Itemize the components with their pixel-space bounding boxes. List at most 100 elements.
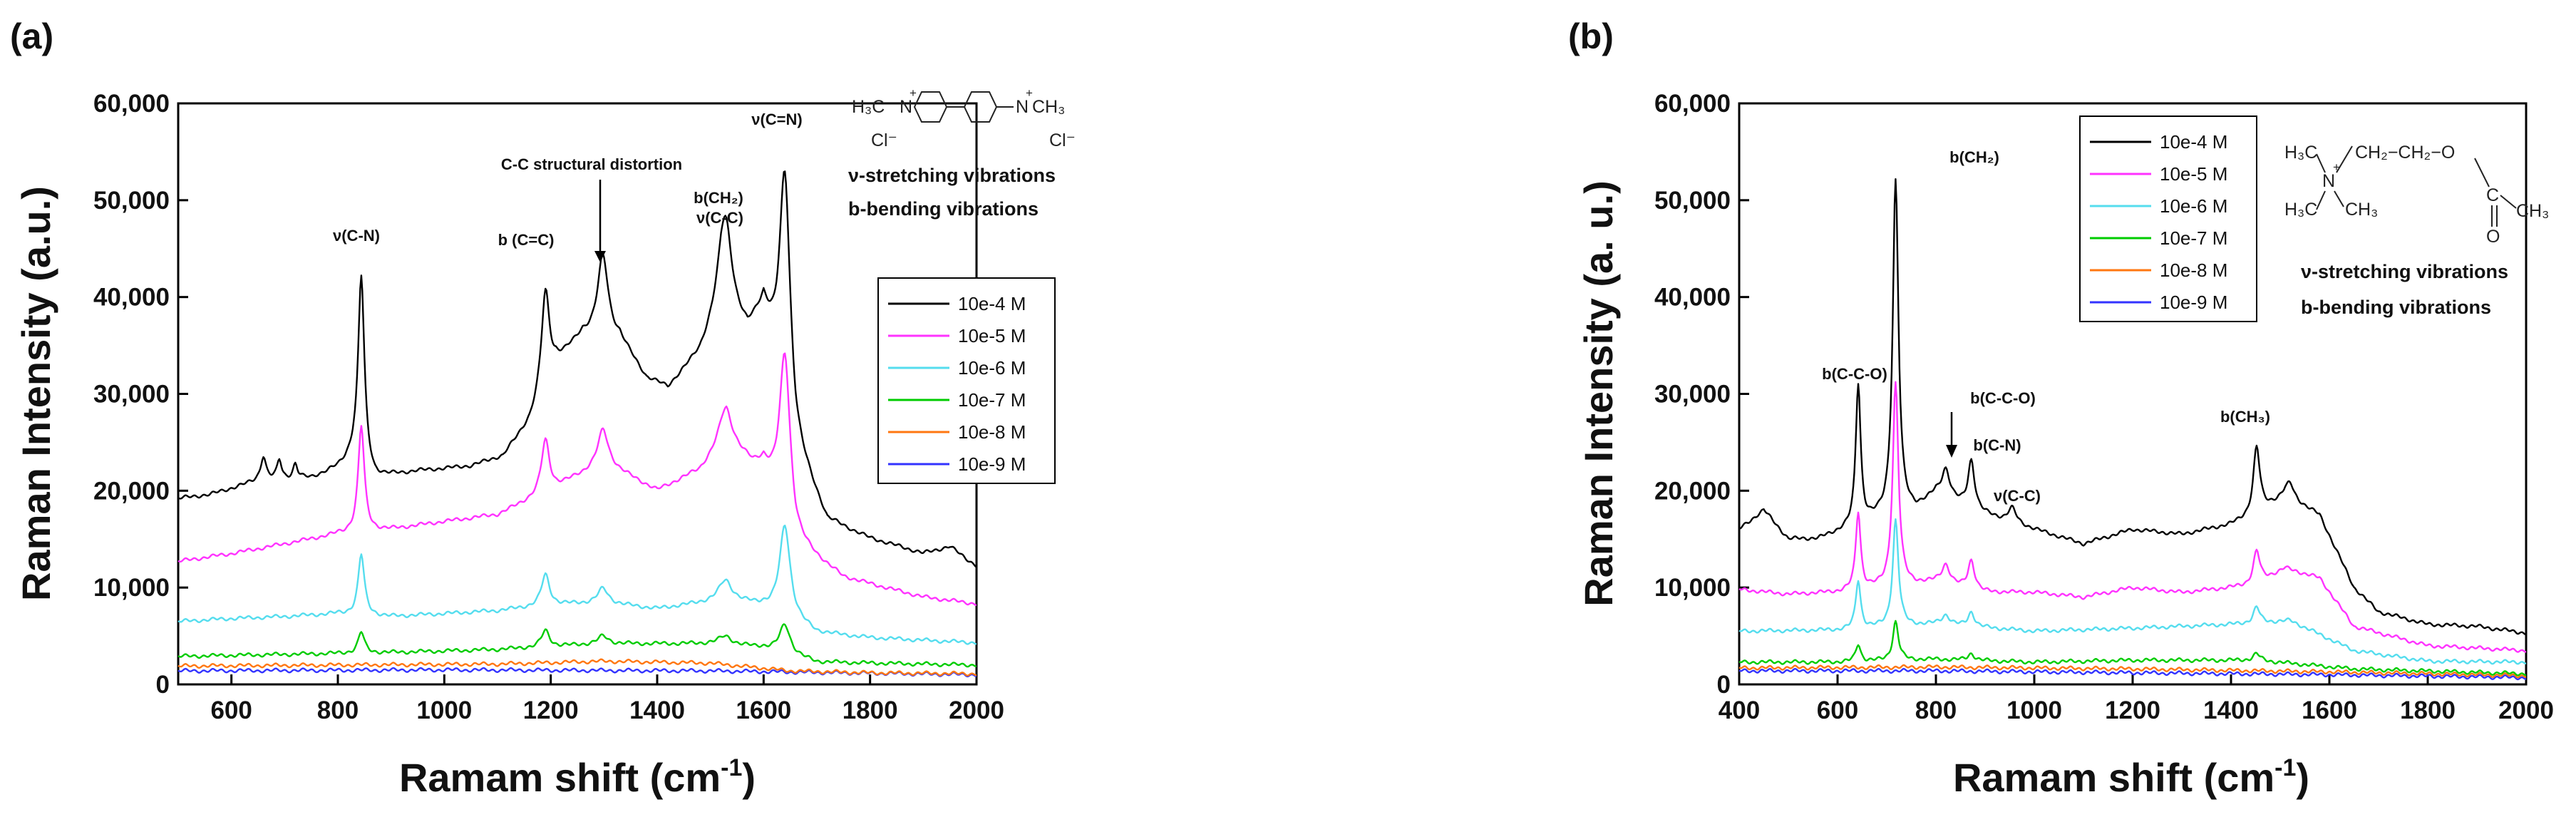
series-line: [177, 524, 977, 645]
annotation-b-arrow-head: [1946, 445, 1957, 458]
panel-b-molecule: H₃C H₃C CH₃ N + CH₂−CH₂−O C O CH₃: [2284, 143, 2549, 247]
panel-b: (b) 0 10,000 20,000 30,000 40,000 50,000 60,00…: [1568, 16, 2554, 800]
y-tick-label: 30,000: [93, 381, 170, 408]
panel-a-x-title-main: Ramam shift (cm: [399, 755, 721, 800]
series-line: [1738, 667, 2526, 681]
series-line: [177, 623, 977, 668]
panel-b-y-ticks: 0 10,000 20,000 30,000 40,000 50,000 60,000: [1654, 90, 1749, 699]
panel-a-y-ticks: 0 10,000 20,000 30,000 40,000 50,000 60,000: [93, 90, 188, 699]
mol-b-bond-4: [2336, 145, 2353, 173]
panel-b-legend-box: [2079, 115, 2257, 322]
legend-label: 10e-4 M: [958, 293, 1026, 314]
mol-b-methyl-top: H₃C: [2284, 143, 2317, 163]
x-tick-label: 1600: [2302, 697, 2357, 724]
mol-a-right-n: N: [1016, 97, 1029, 117]
y-tick-label: 0: [156, 671, 170, 699]
mol-a-right-charge: +: [1026, 86, 1033, 100]
y-tick-label: 50,000: [93, 187, 170, 215]
x-tick-label: 1400: [629, 697, 685, 724]
panel-b-x-title-main: Ramam shift (cm: [1953, 755, 2274, 800]
x-tick-label: 800: [1915, 697, 1957, 724]
mol-b-chain: CH₂−CH₂−O: [2355, 143, 2455, 163]
y-tick-label: 40,000: [93, 284, 170, 312]
annotation-a-vcn-double: ν(C=N): [751, 111, 803, 128]
legend-label: 10e-4 M: [2160, 131, 2227, 153]
panel-a-molecule: H₃C CH₃ N N + + Cl⁻ Cl⁻: [852, 86, 1076, 150]
y-tick-label: 10,000: [1654, 574, 1731, 602]
mol-b-bond-3: [2334, 190, 2344, 207]
y-tick-label: 50,000: [1654, 187, 1731, 215]
x-tick-label: 1200: [523, 697, 579, 724]
annotation-b-bcco-1: b(C-C-O): [1822, 365, 1887, 383]
y-tick-label: 10,000: [93, 574, 170, 602]
legend-label: 10e-6 M: [2160, 195, 2227, 217]
mol-b-bond-8: [2500, 195, 2517, 209]
panel-a: (a) 0 10,000 20,000 30,000 40,000 50,000 60,00…: [10, 16, 1076, 800]
x-tick-label: 1000: [416, 697, 472, 724]
y-tick-label: 20,000: [93, 477, 170, 505]
mol-a-ring-left: [913, 91, 948, 123]
mol-b-bond-2: [2316, 190, 2326, 210]
series-line: [1738, 518, 2526, 665]
panel-b-x-ticks: 400 600 800 1000 1200 1400 1600 1800 2000: [1719, 674, 2554, 724]
legend-label: 10e-9 M: [2160, 292, 2227, 313]
annotation-a-arrow-head: [594, 251, 606, 262]
panel-a-y-axis-title: Raman Intensity (a.u.): [14, 186, 58, 601]
mol-a-left-group: H₃C: [852, 97, 885, 117]
legend-label: 10e-5 M: [2160, 163, 2227, 185]
panel-b-y-axis-title: Raman Intensity (a. u.): [1576, 180, 1621, 606]
x-tick-label: 1800: [843, 697, 898, 724]
panel-a-x-axis-title: Ramam shift (cm-1): [399, 754, 756, 800]
annotation-a-vcn: ν(C-N): [333, 227, 380, 245]
mol-b-bond-5: [2474, 158, 2490, 187]
x-tick-label: 2000: [2498, 697, 2554, 724]
panel-a-x-title-sup: -1: [721, 754, 742, 781]
mol-a-counterion-right: Cl⁻: [1049, 130, 1076, 150]
panel-a-legend: 10e-4 M 10e-5 M 10e-6 M 10e-7 M 10e-8 M 10e-9…: [877, 277, 1056, 484]
annotation-b-bcco-2: b(C-C-O): [1970, 389, 2036, 407]
legend-label: 10e-7 M: [2160, 227, 2227, 249]
x-tick-label: 600: [1817, 697, 1858, 724]
y-tick-label: 60,000: [93, 90, 170, 118]
annotation-b-bch2: b(CH₂): [1949, 148, 1999, 166]
panel-b-note-bending: b-bending vibrations: [2301, 297, 2491, 318]
series-line: [1738, 664, 2526, 679]
panel-b-x-axis-title: Ramam shift (cm-1): [1953, 754, 2309, 800]
annotation-b-vcc: ν(C-C): [1994, 487, 2041, 505]
annotation-a-vcc: ν(C-C): [696, 209, 743, 227]
panel-a-x-ticks: 600 800 1000 1200 1400 1600 1800 2000: [210, 674, 1004, 724]
legend-label: 10e-7 M: [958, 389, 1026, 411]
x-tick-label: 2000: [949, 697, 1004, 724]
mol-b-carbonyl-c: C: [2486, 185, 2499, 205]
panel-a-note-bending: b-bending vibrations: [848, 198, 1039, 220]
x-tick-label: 1000: [2006, 697, 2062, 724]
series-line: [177, 170, 977, 568]
y-tick-label: 30,000: [1654, 381, 1731, 408]
series-line: [1738, 620, 2526, 677]
mol-a-counterion-left: Cl⁻: [871, 130, 897, 150]
mol-b-carbonyl-o: O: [2486, 227, 2500, 247]
mol-a-left-n: N: [900, 97, 912, 117]
series-line: [177, 658, 977, 677]
annotation-b-bcn: b(C-N): [1973, 436, 2021, 454]
panel-a-legend-box: [877, 277, 1056, 484]
panel-a-plot-frame: [177, 102, 978, 686]
x-tick-label: 1400: [2203, 697, 2259, 724]
panel-b-label: (b): [1568, 16, 1614, 56]
x-tick-label: 600: [210, 697, 252, 724]
panel-b-x-title-close: ): [2296, 755, 2309, 800]
x-tick-label: 400: [1719, 697, 1760, 724]
series-line: [1738, 178, 2527, 635]
mol-b-n: N: [2322, 171, 2335, 191]
annotation-a-cc-distortion: C-C structural distortion: [501, 155, 682, 173]
legend-label: 10e-8 M: [2160, 260, 2227, 281]
annotation-b-bch3: b(CH₃): [2220, 408, 2270, 426]
legend-label: 10e-8 M: [958, 421, 1026, 443]
annotation-a-bcc: b (C=C): [498, 231, 555, 249]
mol-b-methyl-right: CH₃: [2345, 200, 2378, 220]
panel-a-series: [177, 170, 977, 677]
y-tick-label: 0: [1717, 671, 1731, 699]
mol-b-charge: +: [2333, 160, 2340, 174]
mol-b-terminal-ch3: CH₃: [2516, 201, 2549, 221]
